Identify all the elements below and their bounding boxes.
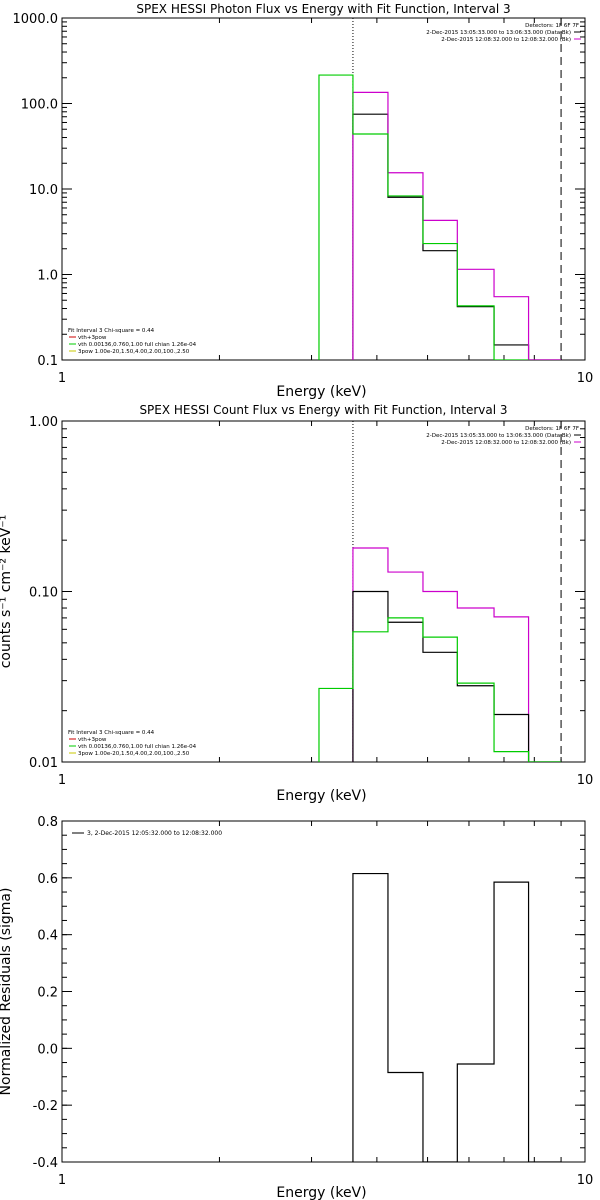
x-axis-label: Energy (keV) <box>276 1185 366 1200</box>
y-tick-label: 1.00 <box>29 415 58 430</box>
chart-panel-2: SPEX HESSI Count Flux vs Energy with Fit… <box>0 403 593 804</box>
y-tick-label: 0.01 <box>29 756 58 771</box>
x-tick-label: 10 <box>577 371 594 386</box>
x-tick-label: 1 <box>58 1173 66 1188</box>
y-tick-label: 0.6 <box>37 872 58 887</box>
fit-legend-entry: vth+3pow <box>78 737 107 743</box>
fit-legend-entry: Fit Interval 3 Chi-square = 0.44 <box>68 328 155 334</box>
series-group <box>352 872 562 1162</box>
fit-legend-entry: vth 0.00136,0.760,1.00 full chian 1.26e-… <box>78 342 197 348</box>
y-tick-label: 0.2 <box>37 986 58 1001</box>
histogram-series-2 <box>352 91 562 360</box>
header-legend-entry: Detectors: 1F 6F 7F <box>525 23 579 29</box>
y-tick-label: 1000.0 <box>13 12 59 27</box>
histogram-series-1 <box>352 872 562 1162</box>
header-legend-entry: 2-Dec-2015 13:05:33.000 to 13:06:33.000 … <box>426 433 571 439</box>
histogram-series-1 <box>352 547 562 762</box>
x-tick-label: 1 <box>58 371 66 386</box>
fit-legend-entry: vth 0.00136,0.760,1.00 full chian 1.26e-… <box>78 744 197 750</box>
y-tick-label: 1.0 <box>37 269 58 284</box>
chart-title: SPEX HESSI Photon Flux vs Energy with Fi… <box>136 2 510 16</box>
y-tick-label: 0.10 <box>29 586 58 601</box>
y-tick-label: 0.1 <box>37 354 58 369</box>
y-axis-label: counts s⁻¹ cm⁻² keV⁻¹ <box>0 515 14 669</box>
fit-legend-entry: vth+3pow <box>78 335 107 341</box>
x-tick-label: 10 <box>577 773 594 788</box>
chart-panel-3: -0.4 -0.2 0.0 0.2 0.4 0.6 0.8 1 10 Energy (keV) No… <box>0 815 593 1200</box>
y-tick-label: -0.4 <box>33 1156 58 1171</box>
y-tick-label: 10.0 <box>29 183 58 198</box>
residual-legend-entry: 3, 2-Dec-2015 12:05:32.000 to 12:08:32.0… <box>87 830 222 837</box>
fit-legend-entry: 3pow 1.00e-20,1.50,4.00,2.00,100.,2.50 <box>78 751 190 757</box>
chart-title: SPEX HESSI Count Flux vs Energy with Fit… <box>139 403 507 417</box>
series-group <box>318 74 562 360</box>
y-tick-label: 0.0 <box>37 1042 58 1057</box>
chart-panel-1: SPEX HESSI Photon Flux vs Energy with Fi… <box>13 2 594 400</box>
y-tick-label: 0.8 <box>37 815 58 830</box>
x-axis-label: Energy (keV) <box>276 788 366 804</box>
fit-legend-entry: Fit Interval 3 Chi-square = 0.44 <box>68 730 155 736</box>
y-tick-label: 0.4 <box>37 929 58 944</box>
x-tick-label: 1 <box>58 773 66 788</box>
plot-frame <box>61 420 586 763</box>
plot-frame <box>61 820 586 1163</box>
x-tick-label: 10 <box>577 1173 594 1188</box>
fit-legend-entry: 3pow 1.00e-20,1.50,4.00,2.00,100.,2.50 <box>78 349 190 355</box>
header-legend-entry: 2-Dec-2015 12:08:32.000 to 12:08:32.000 … <box>441 440 571 446</box>
y-tick-label: -0.2 <box>33 1099 58 1114</box>
histogram-series-3 <box>318 74 529 360</box>
y-tick-label: 100.0 <box>21 98 58 113</box>
header-legend-entry: 2-Dec-2015 13:05:33.000 to 13:06:33.000 … <box>426 30 571 36</box>
header-legend-entry: 2-Dec-2015 12:08:32.000 to 12:08:32.000 … <box>441 37 571 43</box>
series-group <box>318 547 562 762</box>
histogram-series-3 <box>318 617 562 762</box>
plot-frame <box>61 17 586 361</box>
y-axis-label: Normalized Residuals (sigma) <box>0 888 14 1096</box>
header-legend-entry: Detectors: 1F 6F 7F <box>525 426 579 432</box>
x-axis-label: Energy (keV) <box>276 384 366 400</box>
